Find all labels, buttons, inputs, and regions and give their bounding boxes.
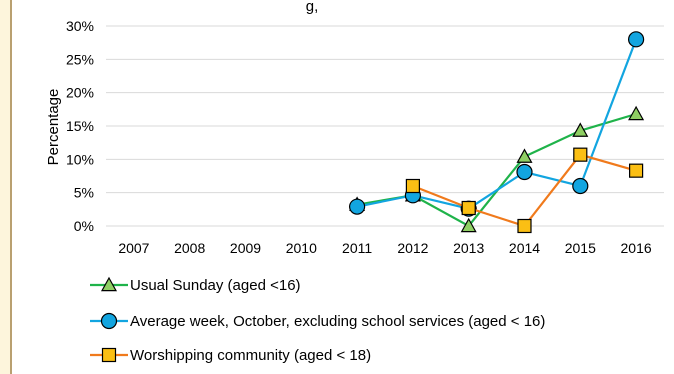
y-tick-label: 5% xyxy=(74,185,94,201)
x-tick-label: 2012 xyxy=(397,240,428,256)
y-tick-label: 25% xyxy=(66,51,94,67)
legend-swatch-marker xyxy=(100,276,118,292)
y-tick-label: 15% xyxy=(66,118,94,134)
y-tick-label: 0% xyxy=(74,218,94,234)
y-tick-label: 10% xyxy=(66,151,94,167)
x-tick-label: 2015 xyxy=(565,240,596,256)
data-point xyxy=(572,177,589,195)
y-tick-label: 20% xyxy=(66,85,94,101)
line-chart: g, 0%5%10%15%20%25%30% 2007 2008 2009 2010 2… xyxy=(45,0,664,364)
data-point xyxy=(349,198,366,215)
legend-item: Average week, October, excluding school … xyxy=(90,312,545,330)
data-point xyxy=(516,148,533,163)
legend-item: Usual Sunday (aged <16) xyxy=(90,276,301,294)
legend-swatch-marker xyxy=(100,312,118,330)
data-point xyxy=(627,31,645,48)
x-tick-label: 2008 xyxy=(174,240,205,256)
data-point xyxy=(405,178,420,194)
y-tick-labels: 0% 5% 10% 15% 20% 25% 30% xyxy=(66,18,94,234)
x-tick-label: 2010 xyxy=(286,240,317,256)
gridlines xyxy=(106,25,664,227)
series-line xyxy=(356,38,638,210)
legend-item: Worshipping community (aged < 18) xyxy=(90,347,371,364)
data-point xyxy=(573,147,588,162)
legend-label: Usual Sunday (aged <16) xyxy=(130,277,301,294)
legend-label: Worshipping community (aged < 18) xyxy=(130,347,371,364)
data-point xyxy=(516,163,533,181)
x-tick-label: 2013 xyxy=(453,240,484,256)
series-line xyxy=(356,112,637,228)
data-point xyxy=(572,122,589,137)
legend: Usual Sunday (aged <16) Average week, Oct… xyxy=(90,276,545,364)
y-tick-label: 30% xyxy=(66,18,94,34)
y-axis-title: Percentage xyxy=(45,89,62,166)
data-point xyxy=(628,163,644,178)
data-point xyxy=(461,200,476,216)
data-point xyxy=(628,105,645,121)
legend-label: Average week, October, excluding school … xyxy=(130,313,545,330)
x-tick-label: 2009 xyxy=(230,240,261,256)
x-tick-label: 2014 xyxy=(509,240,540,256)
x-tick-label: 2007 xyxy=(118,240,149,256)
series-3 xyxy=(405,147,644,234)
data-point xyxy=(460,217,477,233)
x-tick-label: 2011 xyxy=(342,240,372,256)
legend-swatch-marker xyxy=(101,347,117,363)
chart-frame: g, 0% 5% 10% 15% 20% 25% 30% 2007 2008 2009 2010 2… xyxy=(10,0,674,374)
x-tick-label: 2016 xyxy=(621,240,652,256)
x-tick-labels: 2007 2008 2009 2010 2011 2012 2013 2014 2015 2016 xyxy=(118,240,652,256)
chart-title-fragment: g, xyxy=(306,0,319,15)
data-point xyxy=(517,218,532,234)
series xyxy=(349,31,645,234)
